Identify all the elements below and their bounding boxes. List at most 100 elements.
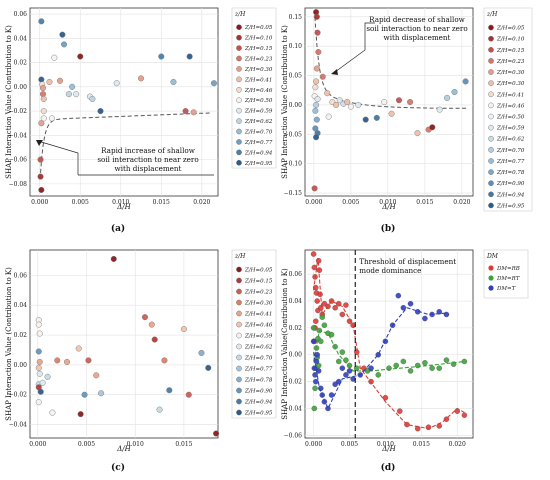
y-tick-label: 0.02 <box>14 60 28 67</box>
scatter-point <box>170 78 177 86</box>
scatter-point <box>339 349 346 355</box>
legend-label: Z/H=0.59 <box>244 109 273 115</box>
scatter-point <box>414 309 421 315</box>
scatter-point <box>462 78 469 85</box>
legend-marker <box>236 277 242 284</box>
scatter-point <box>316 267 323 273</box>
scatter-point <box>315 368 322 374</box>
legend-marker <box>488 158 494 164</box>
y-tick-label: 0.06 <box>289 271 303 278</box>
legend-marker <box>488 169 494 175</box>
legend-marker <box>488 46 494 53</box>
scatter-point <box>312 372 318 378</box>
legend-marker <box>236 332 242 339</box>
scatter-point <box>73 91 80 98</box>
scatter-point <box>386 365 392 371</box>
y-tick-label: 0.00 <box>14 362 28 369</box>
legend-marker <box>236 376 242 383</box>
scatter-point <box>311 185 318 192</box>
scatter-point <box>65 91 72 98</box>
scatter-point <box>346 368 353 374</box>
annotation-leader <box>37 140 79 175</box>
scatter-point <box>313 378 319 385</box>
scatter-point <box>310 338 317 345</box>
scatter-point <box>40 108 47 115</box>
scatter-point <box>38 186 45 193</box>
y-tick-label: 0.02 <box>14 332 28 339</box>
legend-title: DM <box>486 253 499 260</box>
scatter-point <box>443 357 450 363</box>
x-tick-label: 0.005 <box>341 441 358 448</box>
scatter-point <box>59 31 66 38</box>
scatter-point <box>313 345 320 351</box>
y-tick-label: 0.00 <box>289 352 303 359</box>
scatter-point <box>400 304 407 311</box>
panel-label: (c) <box>111 462 125 473</box>
x-tick-label: 0.005 <box>72 199 89 206</box>
legend-label: Z/H=0.78 <box>244 378 273 384</box>
scatter-point <box>51 54 58 61</box>
plot-area <box>29 7 219 197</box>
y-tick-label: −0.06 <box>284 432 303 439</box>
legend-marker <box>488 135 494 142</box>
x-tick-label: 0.020 <box>453 199 470 206</box>
legend-marker <box>488 58 494 64</box>
y-tick-label: 0.02 <box>289 325 303 332</box>
scatter-point <box>321 398 328 405</box>
legend-marker <box>236 66 242 72</box>
scatter-point <box>373 114 380 121</box>
legend-marker <box>236 55 242 62</box>
panel-d: 0.000 0.005 0.010 0.015 0.020 0.06 0.04 0.02 0.0… <box>281 249 529 473</box>
legend-marker <box>488 91 494 98</box>
scatter-point <box>313 116 320 123</box>
legend-marker <box>236 343 242 350</box>
scatter-point <box>156 406 163 413</box>
scatter-point <box>40 115 47 122</box>
scatter-point <box>336 97 343 104</box>
y-tick-label: −0.02 <box>9 108 28 115</box>
legend-marker <box>488 124 494 131</box>
scatter-point <box>39 85 46 92</box>
scatter-point <box>395 292 402 299</box>
scatter-point <box>151 336 158 343</box>
annotation-text: Rapid increase of shallow <box>101 146 196 155</box>
scatter-point <box>443 416 450 422</box>
legend-marker <box>236 107 242 114</box>
scatter-point <box>335 358 342 365</box>
panel-b: 0.000 0.005 0.010 0.015 0.020 0.15 0.10 0.05 0.0… <box>281 7 533 234</box>
scatter-point <box>75 345 82 352</box>
scatter-point <box>46 78 53 86</box>
scatter-point <box>77 411 84 418</box>
scatter-point <box>461 412 468 418</box>
legend-label: Z/H=0.23 <box>244 57 273 63</box>
y-tick-label: 0.06 <box>14 272 28 279</box>
legend-label: Z/H=0.62 <box>496 137 525 143</box>
legend-marker <box>236 159 242 166</box>
legend-label: Z/H=0.23 <box>244 290 273 296</box>
scatter-point <box>400 358 407 365</box>
scatter-point <box>344 98 351 106</box>
annotation-arrowhead <box>36 140 43 146</box>
annotation-text: soil interaction to near zero <box>366 24 467 33</box>
scatter-point <box>389 322 396 328</box>
legend-marker <box>488 35 494 42</box>
scatter-point <box>347 103 354 110</box>
scatter-point <box>54 357 61 364</box>
annotation-arrowhead <box>331 69 338 75</box>
scatter-point <box>324 90 331 97</box>
scatter-point <box>312 385 318 392</box>
legend-label: Z/H=0.62 <box>244 119 273 125</box>
x-axis-label: Δ/H <box>116 203 131 211</box>
scatter-point <box>205 364 212 371</box>
y-tick-label: 0.10 <box>289 43 303 50</box>
scatter-point <box>313 78 320 85</box>
legend-marker <box>236 409 242 416</box>
scatter-point <box>395 97 403 104</box>
legend-label: Z/H=0.77 <box>496 159 525 165</box>
x-tick-label: 0.010 <box>379 199 396 206</box>
scatter-point <box>81 391 88 398</box>
scatter-point <box>36 370 43 377</box>
scatter-point <box>382 394 389 401</box>
scatter-point <box>313 318 319 324</box>
scatter-point <box>346 362 353 369</box>
